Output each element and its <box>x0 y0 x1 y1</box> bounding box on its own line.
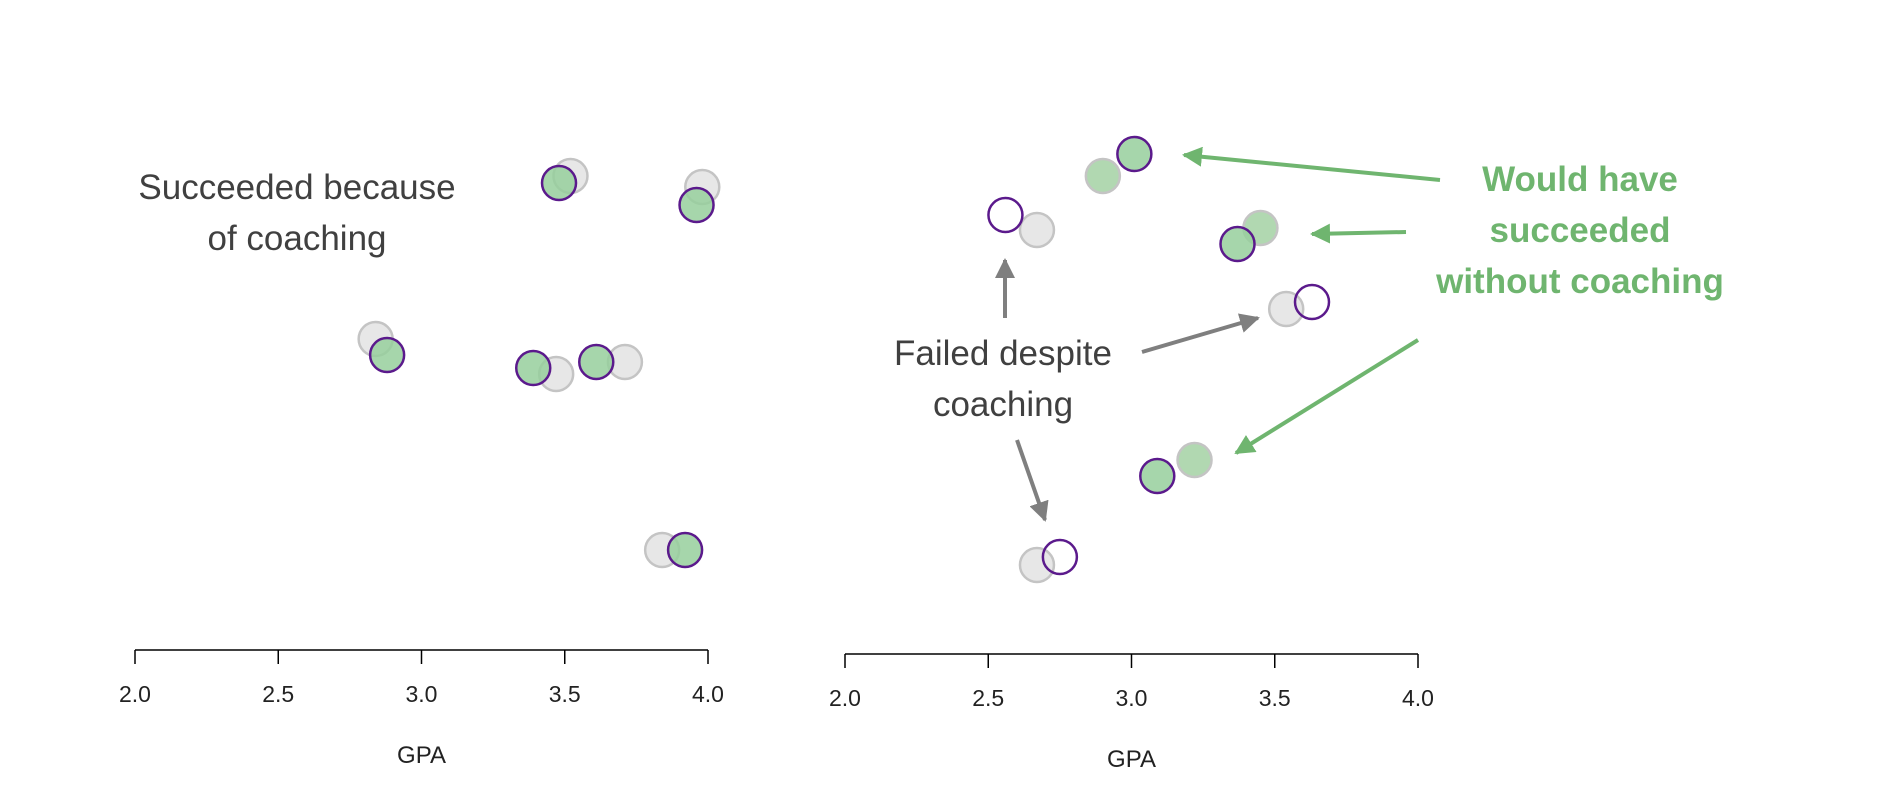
x-tick-label: 3.5 <box>1259 685 1291 711</box>
counterfactual-point <box>1267 290 1305 328</box>
observed-point <box>368 336 406 374</box>
arrow-to-failed-middle <box>1141 313 1260 354</box>
observed-point <box>678 186 715 224</box>
x-tick-label: 2.0 <box>829 685 861 711</box>
x-tick-label: 2.5 <box>262 681 294 707</box>
arrow-to-would-have-bottom <box>1234 338 1420 455</box>
x-axis-label: GPA <box>397 742 446 769</box>
counterfactual-point <box>1018 211 1056 249</box>
counterfactual-point <box>1018 546 1056 584</box>
chart-panel-1: 2.0 2.5 3.0 3.5 4.0 GPA <box>119 157 724 769</box>
x-tick-label: 2.0 <box>119 681 151 707</box>
observed-point <box>1041 538 1079 576</box>
arrow-to-would-have-middle <box>1310 223 1407 244</box>
x-tick-label: 4.0 <box>1402 685 1434 711</box>
observed-point <box>1116 135 1153 173</box>
observed-point <box>514 349 552 387</box>
x-tick-label: 3.5 <box>549 681 581 707</box>
observed-point <box>1139 457 1176 495</box>
x-tick-label: 4.0 <box>692 681 724 707</box>
observed-point <box>1293 283 1331 321</box>
observed-point <box>666 531 704 569</box>
arrow-to-failed-bottom <box>1015 439 1049 522</box>
observed-point <box>987 196 1024 234</box>
x-axis-label: GPA <box>1107 746 1156 773</box>
counterfactual-point <box>1084 157 1122 195</box>
observed-point <box>540 164 578 202</box>
arrow-to-would-have-top <box>1182 146 1441 182</box>
x-tick-label: 2.5 <box>972 685 1004 711</box>
observed-point <box>1219 225 1256 263</box>
annotation-failed-despite: Failed despite coaching <box>894 334 1112 424</box>
x-tick-label: 3.0 <box>1116 685 1148 711</box>
observed-point <box>578 343 615 381</box>
chart-panel-2: 2.0 2.5 3.0 3.5 4.0 GPA <box>829 135 1434 773</box>
x-tick-label: 3.0 <box>406 681 438 707</box>
annotation-would-have-succeeded: Would have succeeded without coaching <box>1435 160 1724 301</box>
annotation-succeeded-because: Succeeded because of coaching <box>138 168 455 258</box>
counterfactual-point <box>1176 441 1213 479</box>
